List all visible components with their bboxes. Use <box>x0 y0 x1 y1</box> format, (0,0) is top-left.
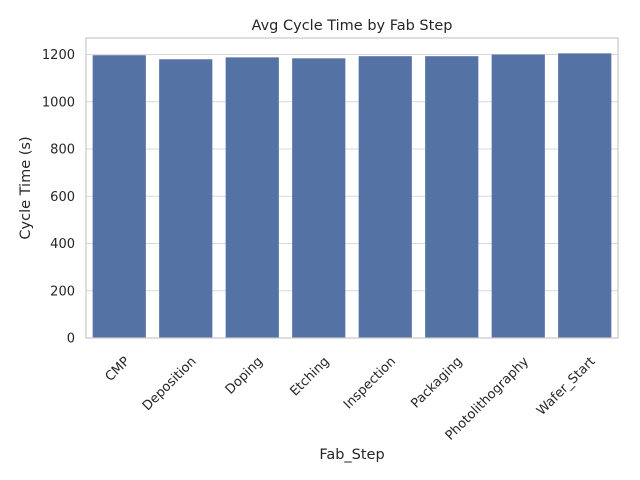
x-tick-label: Deposition <box>140 354 200 414</box>
y-tick-label: 600 <box>50 190 75 205</box>
chart-title: Avg Cycle Time by Fab Step <box>252 18 453 34</box>
y-tick-label: 400 <box>50 237 75 252</box>
bar-photolithography <box>491 54 545 339</box>
x-tick-label: Inspection <box>341 354 399 412</box>
x-tick-label: Wafer_Start <box>534 354 598 418</box>
x-tick-label: Doping <box>223 354 266 397</box>
y-tick-label: 1000 <box>42 95 75 110</box>
plot-frame <box>85 37 619 339</box>
x-tick-labels: CMP Deposition Doping Etching Inspection Pack… <box>103 354 599 444</box>
bars <box>92 53 612 339</box>
x-tick-label: Packaging <box>408 354 465 411</box>
bar-packaging <box>425 56 479 339</box>
bar-cmp <box>92 55 146 339</box>
bar-etching <box>292 58 346 338</box>
y-tick-label: 200 <box>50 284 75 299</box>
x-tick-label: CMP <box>103 354 134 385</box>
bar-doping <box>225 57 279 338</box>
x-tick-label: Etching <box>287 354 332 399</box>
bar-wafer-start <box>558 53 612 338</box>
y-tick-label: 800 <box>50 143 75 158</box>
x-axis-label: Fab_Step <box>319 447 384 463</box>
y-tick-label: 1200 <box>42 48 75 63</box>
bar-deposition <box>159 59 213 339</box>
y-tick-labels: 0 200 400 600 800 1000 1200 <box>42 48 75 346</box>
bar-inspection <box>358 56 412 339</box>
y-tick-label: 0 <box>67 332 75 347</box>
y-axis-label: Cycle Time (s) <box>18 136 34 239</box>
